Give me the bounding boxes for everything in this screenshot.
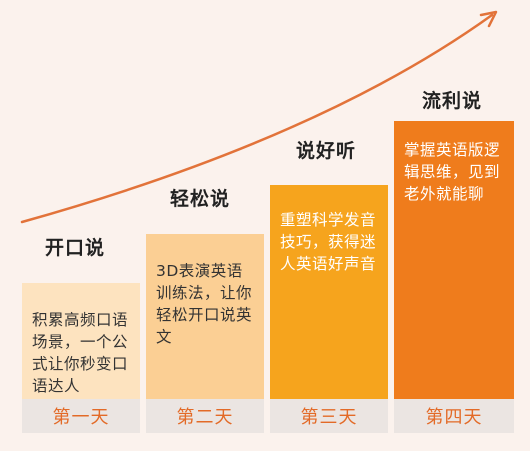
stage-description-day-1: 积累高频口语场景，一个公式让你秒变口语达人 [32,311,128,395]
stage-bar-day-3: 重塑科学发音技巧，获得迷人英语好声音 [270,185,388,399]
stage-description-day-3: 重塑科学发音技巧，获得迷人英语好声音 [280,211,376,273]
stage-description-day-2: 3D表演英语训练法，让你轻松开口说英文 [156,262,252,346]
stage-description-day-4: 掌握英语版逻辑思维，见到老外就能聊 [404,141,500,203]
stage-bar-day-2: 3D表演英语训练法，让你轻松开口说英文 [146,234,264,399]
stage-title-day-2: 轻松说 [170,184,230,211]
stage-bar-day-1: 积累高频口语场景，一个公式让你秒变口语达人 [22,283,140,399]
day-label-3: 第三天 [270,399,388,433]
stage-title-day-3: 说好听 [296,136,356,163]
day-label-2: 第二天 [146,399,264,433]
day-label-4: 第四天 [394,399,514,433]
stage-bar-day-4: 掌握英语版逻辑思维，见到老外就能聊 [394,121,514,399]
stage-title-day-1: 开口说 [45,233,105,260]
day-label-1: 第一天 [22,399,140,433]
stage-title-day-4: 流利说 [422,86,482,113]
